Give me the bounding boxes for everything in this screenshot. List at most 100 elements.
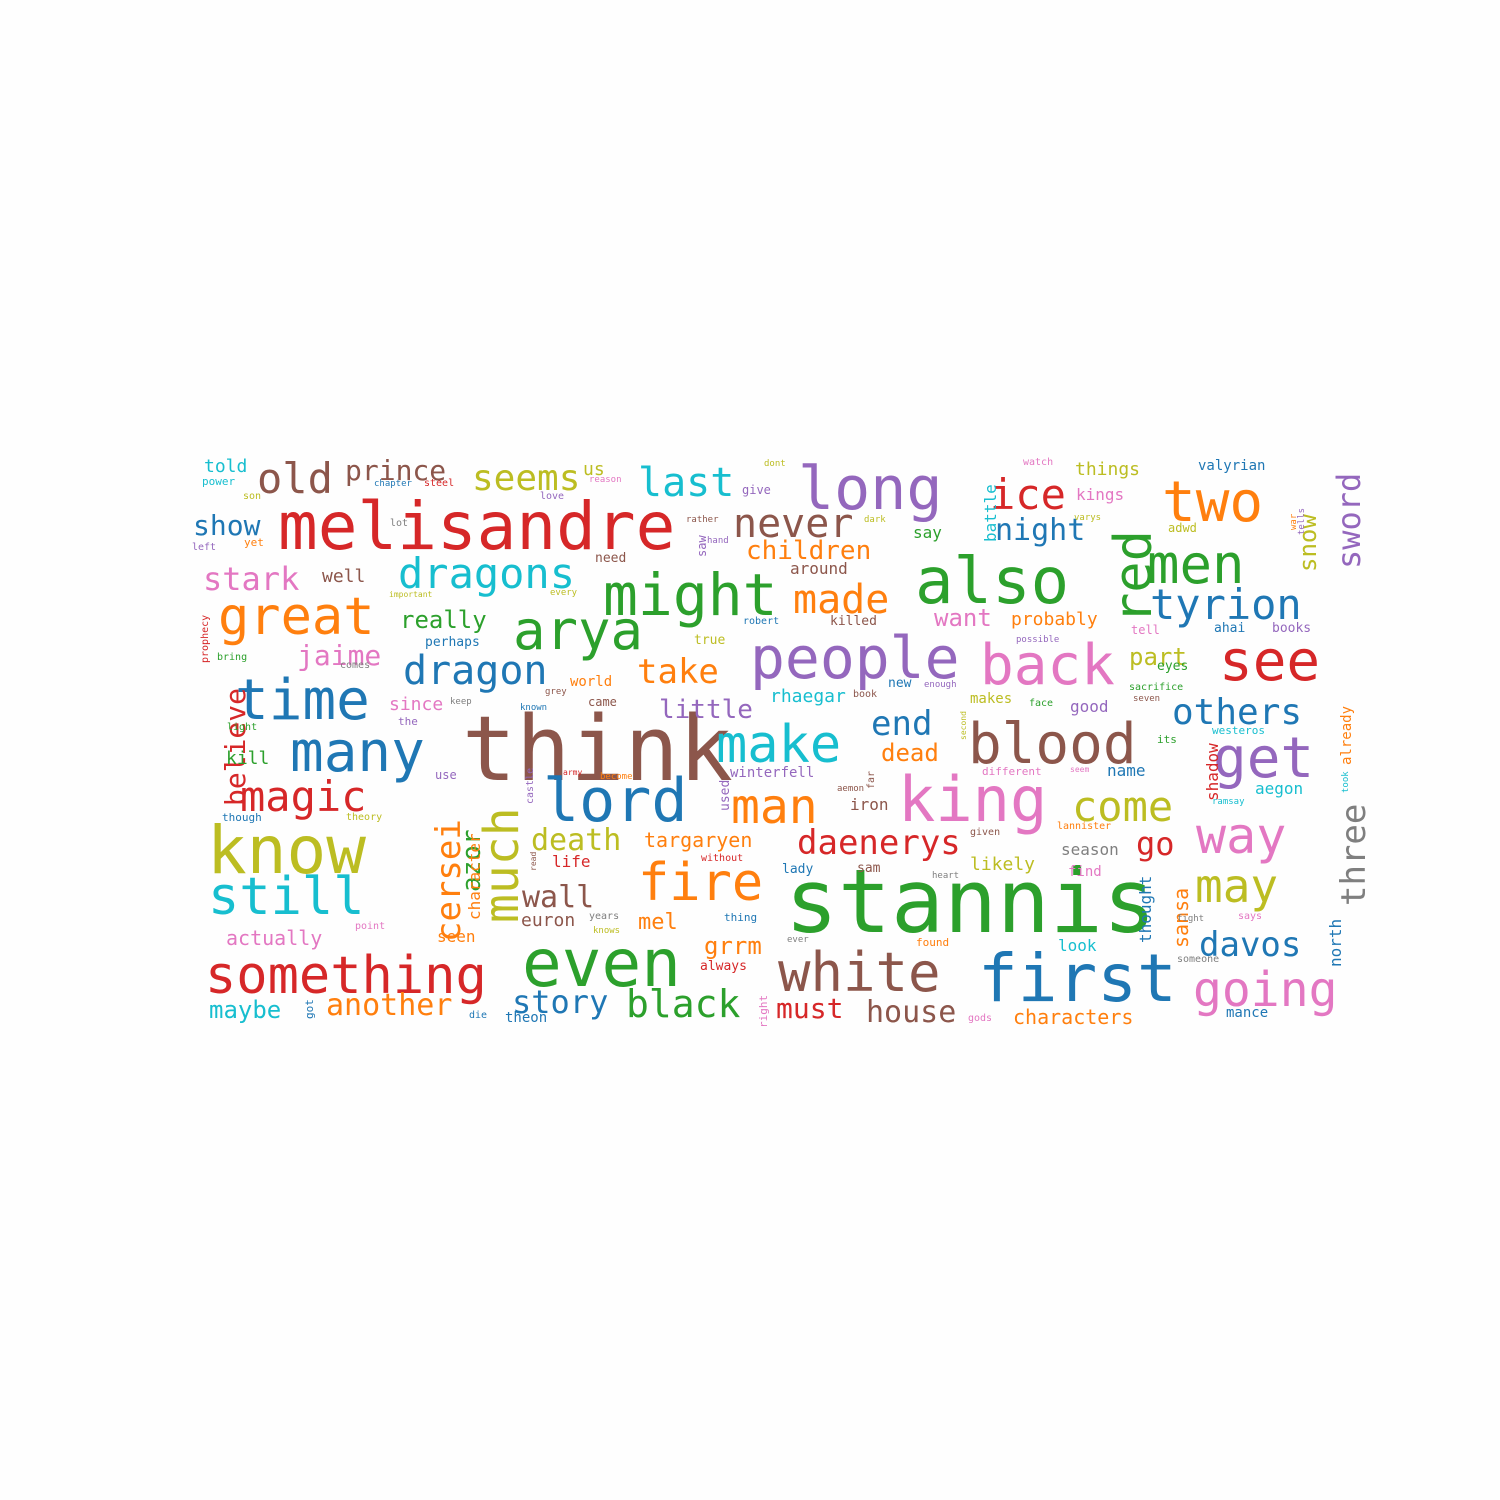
word-shadow: shadow: [1203, 743, 1222, 801]
word-every: every: [550, 588, 578, 598]
word-wall: wall: [522, 880, 595, 915]
word-the: the: [398, 715, 418, 728]
word-steel: steel: [424, 478, 455, 489]
word-old: old: [257, 454, 333, 503]
word-used: used: [718, 779, 733, 811]
word-three: three: [1334, 803, 1374, 906]
word-magic: magic: [240, 772, 367, 821]
word-power: power: [202, 475, 236, 488]
word-people: people: [750, 624, 960, 692]
word-westeros: westeros: [1212, 724, 1265, 737]
word-north: north: [1326, 918, 1345, 967]
word-character: character: [465, 833, 484, 920]
word-night: night: [995, 513, 1086, 548]
word-left: left: [192, 542, 217, 553]
word-find: find: [1068, 864, 1102, 880]
word-prince: prince: [345, 454, 447, 487]
word-also: also: [915, 545, 1070, 619]
word-say: say: [913, 523, 942, 542]
word-already: already: [1339, 705, 1355, 765]
word-got: got: [303, 999, 316, 1019]
word-season: season: [1061, 840, 1119, 859]
word-jaime: jaime: [297, 639, 382, 672]
word-seen: seen: [437, 927, 476, 946]
word-eyes: eyes: [1157, 659, 1189, 674]
word-become: become: [600, 772, 633, 782]
word-tells: tells: [1297, 507, 1307, 535]
word-though: though: [222, 811, 262, 824]
word-name: name: [1107, 761, 1146, 780]
word-never: never: [733, 501, 854, 547]
word-something: something: [205, 946, 487, 1006]
word-new: new: [888, 676, 912, 691]
word-stark: stark: [203, 560, 300, 598]
word-grey: grey: [545, 687, 567, 697]
word-melisandre: melisandre: [278, 488, 676, 565]
word-far: far: [866, 770, 877, 789]
word-rhaegar: rhaegar: [770, 686, 846, 707]
word-time: time: [235, 668, 370, 733]
word-reason: reason: [589, 475, 622, 485]
word-targaryen: targaryen: [644, 828, 753, 852]
word-tell: tell: [1131, 623, 1160, 637]
word-believe: believe: [219, 687, 252, 806]
word-men: men: [1147, 533, 1245, 596]
word-first: first: [978, 940, 1177, 1017]
word-show: show: [193, 509, 261, 542]
word-always: always: [700, 959, 747, 974]
word-take: take: [637, 652, 719, 692]
word-really: really: [400, 606, 487, 634]
word-end: end: [871, 704, 933, 744]
word-know: know: [207, 812, 366, 889]
word-dragons: dragons: [398, 549, 576, 598]
word-might: might: [603, 561, 778, 629]
word-true: true: [694, 633, 726, 648]
word-read: read: [529, 851, 538, 871]
word-mel: mel: [638, 910, 678, 935]
word-given: given: [970, 827, 1001, 838]
word-sacrifice: sacrifice: [1129, 682, 1184, 693]
word-someone: someone: [1177, 954, 1220, 965]
word-ever: ever: [787, 935, 809, 945]
word-want: want: [934, 604, 992, 632]
word-us: us: [583, 459, 605, 480]
word-grrm: grrm: [704, 932, 762, 960]
word-davos: davos: [1199, 925, 1302, 965]
word-rather: rather: [686, 515, 719, 525]
word-battle: battle: [981, 484, 1000, 542]
word-perhaps: perhaps: [425, 635, 480, 650]
word-keep: keep: [450, 697, 472, 707]
word-castle: castle: [525, 767, 536, 804]
word-possible: possible: [1016, 635, 1060, 645]
word-took: took: [1341, 771, 1351, 793]
word-even: even: [522, 925, 681, 1002]
word-go: go: [1136, 825, 1175, 863]
word-arya: arya: [513, 599, 644, 662]
word-bring: bring: [217, 652, 248, 663]
word-thought: thought: [1136, 875, 1155, 943]
word-around: around: [790, 559, 848, 578]
word-dead: dead: [881, 739, 939, 767]
word-aemon: aemon: [837, 784, 865, 794]
word-second: second: [959, 711, 968, 740]
word-actually: actually: [226, 926, 323, 950]
word-euron: euron: [521, 910, 576, 931]
word-little: little: [659, 695, 753, 725]
word-king: king: [898, 763, 1048, 836]
word-death: death: [531, 823, 622, 858]
word-found: found: [916, 936, 950, 949]
word-come: come: [1072, 782, 1174, 831]
word-sam: sam: [857, 861, 881, 876]
word-part: part: [1129, 643, 1187, 671]
word-enough: enough: [924, 680, 957, 690]
word-since: since: [389, 694, 444, 715]
word-gods: gods: [968, 1013, 993, 1024]
word-white: white: [778, 941, 941, 1004]
word-prophecy: prophecy: [200, 614, 211, 663]
word-likely: likely: [970, 854, 1036, 875]
word-theon: theon: [505, 1010, 548, 1026]
word-think: think: [462, 697, 733, 802]
word-light: light: [227, 722, 258, 733]
word-others: others: [1172, 692, 1303, 733]
word-fire: fire: [638, 853, 764, 913]
